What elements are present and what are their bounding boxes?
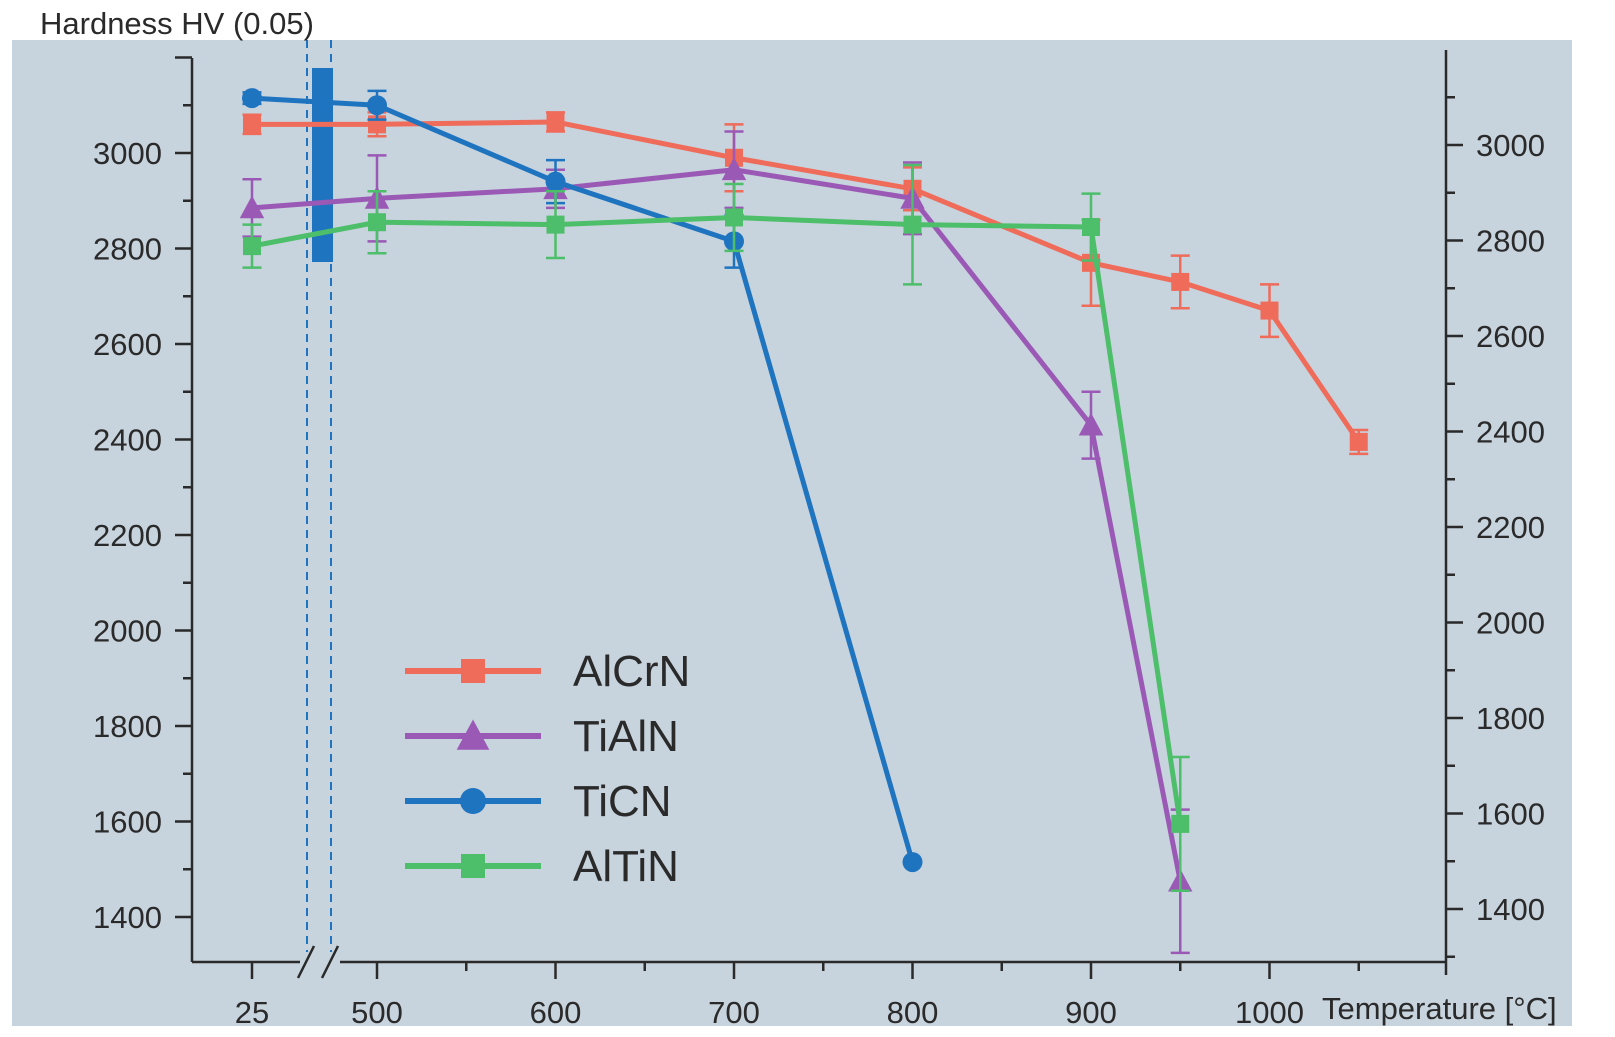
tialn-point	[239, 195, 265, 219]
plot-background	[12, 40, 1572, 1026]
legend-item-ticn: TiCN	[405, 777, 672, 826]
left-y-ticks: 1400 1600 1800 2000 2200 2400 2600 2800 3000	[93, 56, 192, 935]
legend-marker-altin	[461, 854, 485, 878]
ticn-point	[902, 852, 923, 873]
altin-point	[903, 215, 922, 234]
right-y-tick-label: 2800	[1476, 224, 1545, 259]
alcrn-point	[1260, 301, 1279, 320]
right-y-tick-label: 1800	[1476, 701, 1545, 736]
legend-label-altin: AlTiN	[573, 842, 679, 891]
alcrn-point	[1349, 432, 1368, 451]
left-y-tick-label: 1800	[93, 709, 162, 744]
legend-marker-ticn	[460, 788, 486, 814]
right-y-tick-label: 3000	[1476, 128, 1545, 163]
x-tick-label: 600	[530, 995, 582, 1030]
x-axis-break	[296, 40, 340, 979]
right-y-tick-label: 2400	[1476, 415, 1545, 450]
series-alcrn	[242, 111, 1369, 456]
right-y-ticks: 1400 1600 1800 2000 2200 2400 2600 2800 3000	[1446, 96, 1545, 958]
x-tick-label: 500	[351, 995, 403, 1030]
x-tick-label: 700	[708, 995, 760, 1030]
axis-break-gap	[300, 952, 340, 972]
altin-point	[546, 215, 565, 234]
right-y-tick-label: 1600	[1476, 797, 1545, 832]
legend-marker-alcrn	[461, 659, 485, 683]
axis-break-slash	[320, 945, 340, 979]
left-y-tick-label: 2600	[93, 327, 162, 362]
series-altin	[242, 163, 1190, 892]
altin-point	[1082, 218, 1100, 237]
alcrn-point	[243, 115, 261, 134]
left-y-tick-label: 1400	[93, 900, 162, 935]
series-layer	[239, 88, 1369, 955]
x-tick-label: 900	[1065, 995, 1117, 1030]
ticn-point	[242, 88, 262, 109]
tialn-point	[721, 157, 747, 181]
series-ticn	[242, 88, 923, 873]
left-y-tick-label: 2200	[93, 518, 162, 553]
ticn-point	[367, 95, 387, 116]
right-y-tick-label: 2200	[1476, 510, 1545, 545]
alcrn-point	[546, 112, 565, 131]
left-y-tick-label: 2000	[93, 614, 162, 649]
legend: AlCrN TiAlN TiCN AlTiN	[405, 647, 690, 891]
x-tick-label: 800	[887, 995, 939, 1030]
altin-point	[1171, 814, 1190, 833]
x-tick-label: 1000	[1235, 995, 1304, 1030]
legend-label-tialn: TiAlN	[573, 712, 679, 761]
right-y-tick-label: 2000	[1476, 606, 1545, 641]
legend-label-alcrn: AlCrN	[573, 647, 690, 696]
legend-item-altin: AlTiN	[405, 842, 679, 891]
axis-break-slash	[296, 945, 316, 979]
axis-break-band	[312, 68, 333, 262]
x-axis-label: Temperature [°C]	[1322, 991, 1557, 1026]
left-y-tick-label: 1600	[93, 805, 162, 840]
alcrn-point	[1171, 272, 1190, 291]
ticn-point	[545, 171, 566, 192]
legend-item-alcrn: AlCrN	[405, 647, 690, 696]
altin-point	[368, 213, 386, 232]
x-ticks: 25 500 600 700 800 900 1000	[235, 962, 1448, 1030]
left-y-tick-label: 3000	[93, 136, 162, 171]
y-axis-label: Hardness HV (0.05)	[40, 6, 314, 41]
left-y-tick-label: 2400	[93, 423, 162, 458]
right-y-tick-label: 2600	[1476, 319, 1545, 354]
left-y-tick-label: 2800	[93, 232, 162, 267]
legend-marker-tialn	[456, 719, 490, 750]
legend-label-ticn: TiCN	[573, 777, 672, 826]
x-tick-label: 25	[235, 995, 269, 1030]
tialn-point	[1078, 412, 1104, 436]
altin-point	[725, 208, 743, 227]
altin-point	[243, 237, 261, 256]
right-y-tick-label: 1400	[1476, 892, 1545, 927]
legend-item-tialn: TiAlN	[405, 712, 679, 761]
